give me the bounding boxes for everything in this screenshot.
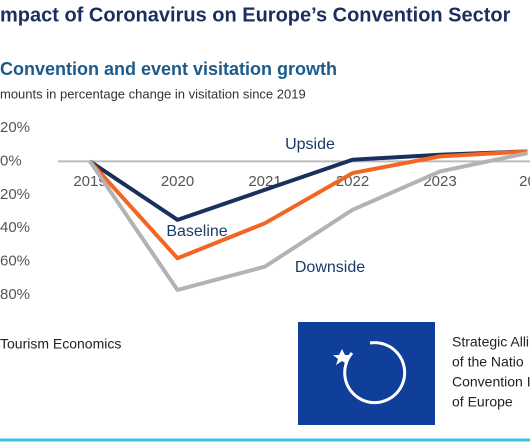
chart-subtitle: Convention and event visitation growth [0,59,337,79]
series-label: Upside [285,136,335,153]
flag-star [333,349,351,365]
y-tick-label: 20% [0,186,30,203]
series-line [88,151,528,292]
series-label: Downside [295,259,365,276]
series-line [88,149,528,261]
y-tick-label: 80% [0,286,30,303]
flag-field [298,322,435,425]
logo-text: of the Natio [452,354,524,370]
x-tick-label: 20 [519,173,530,190]
y-tick-label: 20% [0,119,30,136]
x-tick-label: 2020 [161,173,194,190]
y-tick-label: 0% [0,152,22,169]
x-tick-label: 2019 [73,173,106,190]
chart-note: mounts in percentage change in visitatio… [0,86,306,101]
logo-text: Strategic Alli [452,334,529,350]
series-label: Baseline [166,223,227,240]
source: Tourism Economics [0,336,121,352]
y-tick-label: 60% [0,253,30,270]
logo-text: of Europe [452,394,513,410]
y-tick-label: 40% [0,219,30,236]
chart-title: mpact of Coronavirus on Europe’s Convent… [0,4,511,26]
logo-text: Convention I [452,374,530,390]
flag-arc [343,341,407,405]
eu-flag [298,322,435,425]
